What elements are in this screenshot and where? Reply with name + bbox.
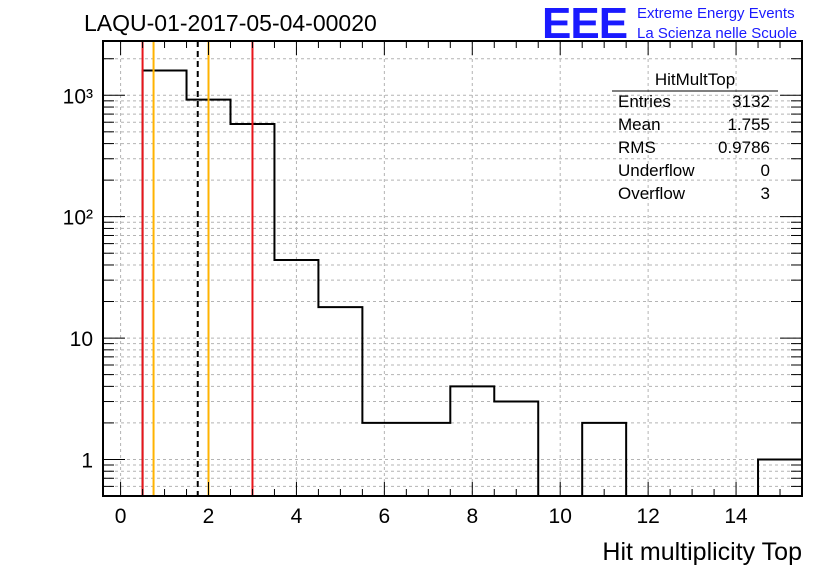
y-tick-label: 10 bbox=[70, 328, 93, 351]
x-tick-label: 2 bbox=[203, 505, 215, 528]
stats-key: Mean bbox=[618, 115, 661, 134]
histogram-bin bbox=[143, 71, 187, 496]
eee-logo-mark: EEE bbox=[542, 0, 628, 48]
x-tick-label: 14 bbox=[724, 505, 748, 528]
stats-row-rms: RMS 0.9786 bbox=[612, 138, 772, 161]
stats-value: 3132 bbox=[732, 92, 770, 111]
stats-value: 3 bbox=[760, 184, 770, 203]
x-tick-label: 12 bbox=[636, 505, 659, 528]
x-tick-label: 0 bbox=[115, 505, 127, 528]
stats-key: Overflow bbox=[618, 184, 686, 203]
y-tick-label: 10³ bbox=[63, 85, 93, 108]
stats-row-mean: Mean 1.755 bbox=[612, 115, 772, 138]
eee-logo-line1: Extreme Energy Events bbox=[637, 5, 795, 22]
stats-value: 1.755 bbox=[727, 115, 770, 134]
eee-logo-line2: La Scienza nelle Scuole bbox=[637, 25, 798, 42]
x-tick-label: 8 bbox=[466, 505, 478, 528]
stats-key: Underflow bbox=[618, 161, 695, 180]
stats-row-overflow: Overflow 3 bbox=[612, 184, 772, 207]
x-tick-label: 6 bbox=[379, 505, 391, 528]
stats-value: 0.9786 bbox=[718, 138, 770, 157]
y-tick-label: 1 bbox=[81, 449, 93, 472]
stats-value: 0 bbox=[760, 161, 770, 180]
stats-key: RMS bbox=[618, 138, 656, 157]
plot-title: LAQU-01-2017-05-04-00020 bbox=[84, 10, 377, 36]
x-tick-label: 4 bbox=[291, 505, 303, 528]
stats-row-entries: Entries 3132 bbox=[612, 92, 772, 115]
y-tick-label: 10² bbox=[63, 207, 93, 230]
plot-frame bbox=[102, 40, 803, 497]
histogram-bin bbox=[494, 402, 538, 496]
stats-title: HitMultTop bbox=[654, 70, 736, 89]
x-axis-label: Hit multiplicity Top bbox=[602, 538, 802, 566]
x-tick-label: 10 bbox=[549, 505, 572, 528]
stats-key: Entries bbox=[618, 92, 671, 111]
stats-row-underflow: Underflow 0 bbox=[612, 161, 772, 184]
